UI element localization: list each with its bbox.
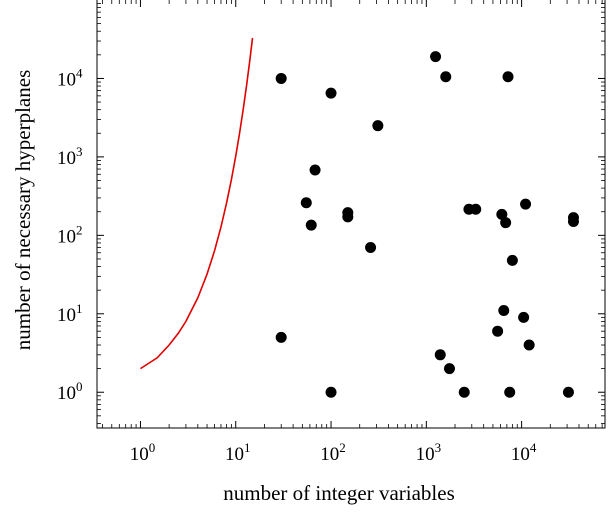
x-tick-label: 103: [416, 440, 442, 465]
data-point: [470, 203, 482, 215]
data-point: [496, 208, 508, 220]
data-point: [275, 331, 287, 343]
data-point: [458, 386, 470, 398]
point-layer: [275, 51, 579, 398]
x-tick-label: 101: [225, 440, 251, 465]
data-point: [372, 120, 384, 132]
y-tick-label: 104: [57, 65, 83, 90]
data-point: [504, 386, 516, 398]
data-point: [518, 311, 530, 323]
data-point: [365, 241, 377, 253]
y-tick-label: 100: [57, 379, 83, 404]
x-tick-label: 104: [511, 440, 537, 465]
y-tick-label: 103: [57, 144, 83, 169]
data-point: [498, 305, 510, 317]
y-tick-label: 102: [57, 222, 83, 247]
data-point: [562, 386, 574, 398]
data-point: [325, 386, 337, 398]
major-ticks: [97, 0, 605, 428]
x-tick-label: 100: [130, 440, 156, 465]
data-point: [502, 71, 514, 83]
y-axis-label: number of necessary hyperplanes: [11, 70, 35, 350]
data-point: [434, 349, 446, 361]
red-curve: [140, 37, 254, 370]
data-point: [443, 363, 455, 375]
x-axis-label: number of integer variables: [223, 481, 455, 505]
y-tick-labels: 100 101 102 103 104: [57, 65, 83, 404]
plot-border: [96, 0, 606, 429]
data-point: [430, 51, 442, 63]
data-point: [500, 217, 512, 229]
data-point: [325, 87, 337, 99]
data-point: [300, 197, 312, 209]
y-tick-label: 101: [57, 301, 83, 326]
data-point: [506, 254, 518, 266]
data-point: [275, 72, 287, 84]
data-point: [567, 216, 579, 228]
data-point: [305, 219, 317, 231]
x-tick-labels: 100 101 102 103 104: [130, 440, 537, 465]
curve-layer: [140, 37, 254, 370]
data-point: [440, 71, 452, 83]
data-point: [520, 198, 532, 210]
plot-frame: [96, 0, 606, 429]
x-tick-label: 102: [320, 440, 346, 465]
data-point: [342, 211, 354, 223]
data-point: [309, 164, 321, 176]
data-point: [523, 339, 535, 351]
minor-ticks: [97, 0, 605, 428]
data-point: [492, 325, 504, 337]
